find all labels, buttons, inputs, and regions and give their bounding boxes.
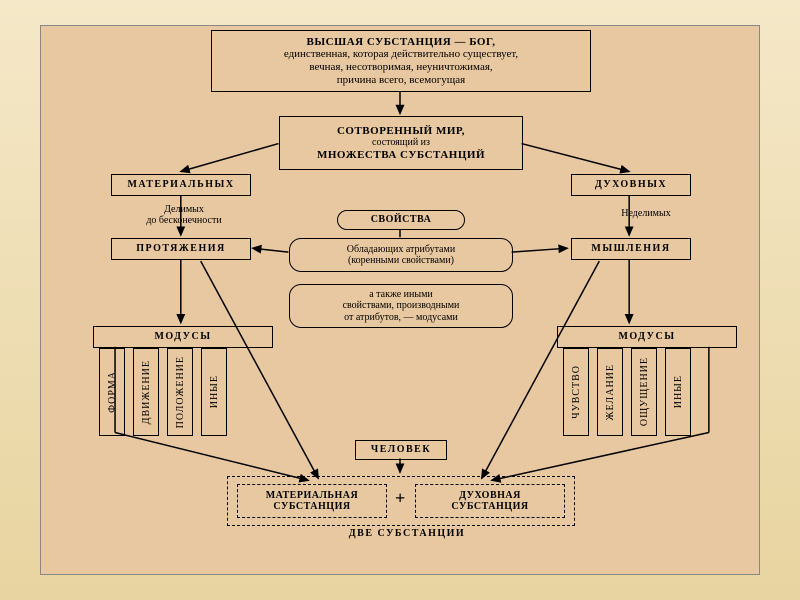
node-god-line2: вечная, несотворимая, неуничтожимая,: [309, 61, 492, 74]
node-extension: ПРОТЯЖЕНИЯ: [111, 238, 251, 260]
footer-label: ДВЕ СУБСТАНЦИИ: [337, 528, 477, 539]
node-thinking: МЫШЛЕНИЯ: [571, 238, 691, 260]
node-spiritual: ДУХОВНЫХ: [571, 174, 691, 196]
mode-left-3: ИНЫЕ: [201, 348, 227, 436]
node-god: ВЫСШАЯ СУБСТАНЦИЯ — БОГ, единственная, к…: [211, 30, 591, 92]
created-title1: СОТВОРЕННЫЙ МИР,: [337, 125, 465, 138]
node-modes-left: МОДУСЫ: [93, 326, 273, 348]
mode-left-0: ФОРМА: [99, 348, 125, 436]
mode-right-3: ИНЫЕ: [665, 348, 691, 436]
node-derived: а также иными свойствами, производными о…: [289, 284, 513, 328]
mode-right-2: ОЩУЩЕНИЕ: [631, 348, 657, 436]
mode-left-1: ДВИЖЕНИЕ: [133, 348, 159, 436]
mode-left-2: ПОЛОЖЕНИЕ: [167, 348, 193, 436]
node-god-line3: причина всего, всемогущая: [337, 74, 465, 87]
node-god-line1: единственная, которая действительно суще…: [284, 48, 518, 61]
node-material: МАТЕРИАЛЬНЫХ: [111, 174, 251, 196]
label-indivisible: Неделимых: [601, 208, 691, 219]
node-god-title: ВЫСШАЯ СУБСТАНЦИЯ — БОГ,: [307, 36, 496, 49]
created-title2: МНОЖЕСТВА СУБСТАНЦИЙ: [317, 149, 485, 162]
node-material-substance: МАТЕРИАЛЬНАЯ СУБСТАНЦИЯ: [237, 484, 387, 518]
node-attributes: Обладающих атрибутами (коренными свойств…: [289, 238, 513, 272]
node-human: ЧЕЛОВЕК: [355, 440, 447, 460]
node-properties: СВОЙСТВА: [337, 210, 465, 230]
label-divisible: Делимых до бесконечности: [119, 204, 249, 226]
plus-icon: +: [395, 488, 405, 509]
diagram-root: ВЫСШАЯ СУБСТАНЦИЯ — БОГ, единственная, к…: [40, 25, 760, 575]
mode-right-1: ЖЕЛАНИЕ: [597, 348, 623, 436]
node-spiritual-substance: ДУХОВНАЯ СУБСТАНЦИЯ: [415, 484, 565, 518]
mode-right-0: ЧУВСТВО: [563, 348, 589, 436]
node-modes-right: МОДУСЫ: [557, 326, 737, 348]
node-created-world: СОТВОРЕННЫЙ МИР, состоящий из МНОЖЕСТВА …: [279, 116, 523, 170]
created-sub: состоящий из: [372, 137, 430, 149]
